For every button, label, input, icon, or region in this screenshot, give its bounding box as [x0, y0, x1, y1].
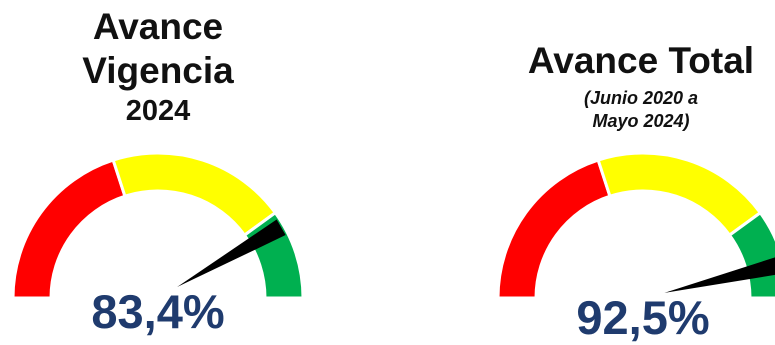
- gauge-total-title-line-1: Avance Total: [527, 40, 755, 81]
- gauge-total-value-label: 92,5%: [576, 291, 710, 344]
- gauge-vigencia-title-line-3: 2024: [125, 95, 191, 127]
- gauge-vigencia-value-label: 83,4%: [91, 285, 225, 338]
- gauge-total-title-line-3: Mayo 2024): [592, 111, 690, 131]
- gauge-needle: [664, 257, 775, 293]
- gauge-band-1: [596, 151, 763, 238]
- gauge-vigencia: [11, 151, 305, 300]
- gauge-vigencia-title-line-1: Avance: [92, 6, 224, 47]
- gauge-needle: [177, 219, 286, 288]
- gauge-band-1: [111, 151, 278, 238]
- gauge-total-title-line-2: (Junio 2020 a: [583, 88, 699, 108]
- gauge-total: [496, 151, 775, 300]
- gauge-band-0: [11, 158, 127, 300]
- gauge-band-0: [496, 158, 612, 300]
- gauge-vigencia-title-line-2: Vigencia: [82, 50, 234, 91]
- gauges-canvas: [11, 151, 775, 300]
